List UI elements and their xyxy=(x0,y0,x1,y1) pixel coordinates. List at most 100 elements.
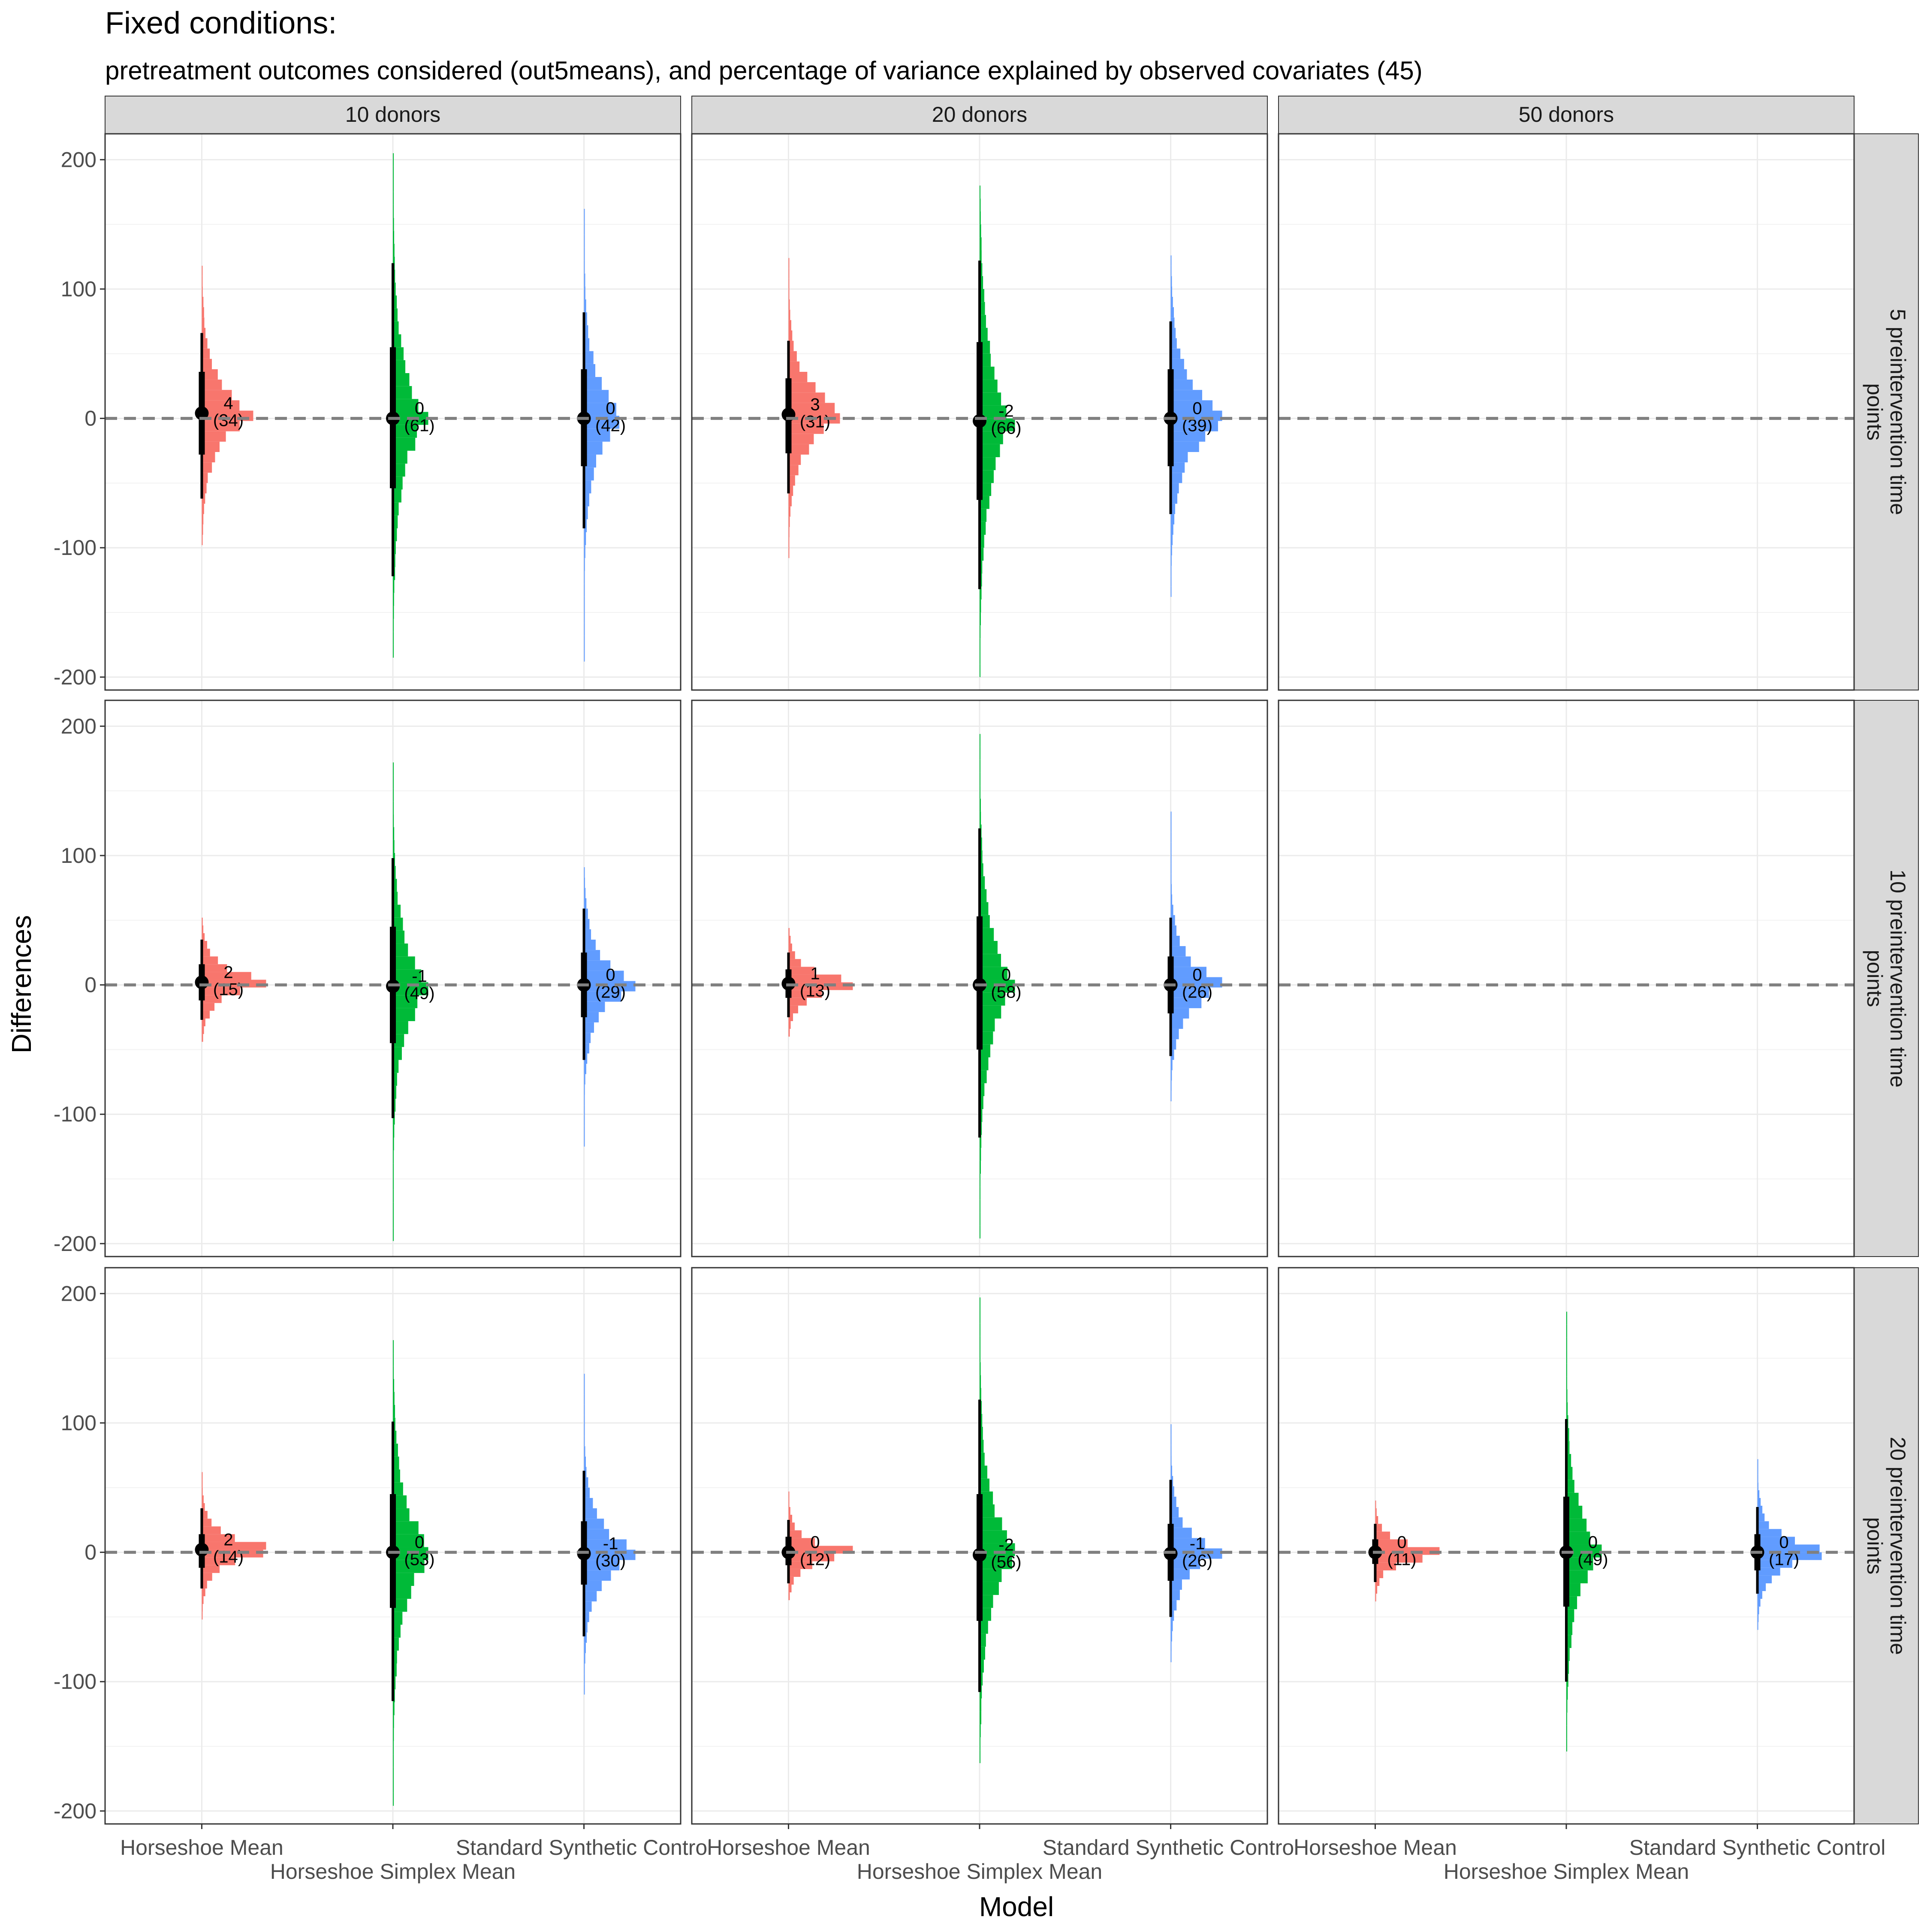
median-point xyxy=(195,406,209,420)
histogram-bin xyxy=(1170,1496,1176,1507)
histogram-bin xyxy=(393,1702,395,1715)
histogram-bin xyxy=(980,211,981,225)
histogram-bin xyxy=(1170,473,1182,483)
histogram-bin xyxy=(1170,1538,1205,1549)
histogram-bin xyxy=(1375,1508,1377,1516)
histogram-bin xyxy=(202,348,210,359)
x-tick-label: Horseshoe Simplex Mean xyxy=(857,1860,1103,1884)
histogram-bin xyxy=(980,1109,983,1122)
histogram-bin xyxy=(980,1634,986,1647)
row-strip xyxy=(1854,133,1919,690)
histogram-bin xyxy=(1566,1428,1569,1441)
histogram-bin xyxy=(980,1057,989,1070)
histogram-bin xyxy=(1170,1435,1172,1445)
histogram-bin xyxy=(788,982,853,990)
x-tick-label: Horseshoe Mean xyxy=(707,1836,870,1860)
histogram-bin xyxy=(584,260,585,274)
histogram-bin xyxy=(1375,1586,1378,1594)
histogram-bin xyxy=(584,898,587,909)
x-tick-label: Standard Synthetic Control xyxy=(456,1836,712,1860)
histogram-bin xyxy=(788,1584,792,1593)
histogram-bin xyxy=(980,1453,985,1466)
histogram-bin xyxy=(584,222,585,235)
histogram-bin xyxy=(584,1539,627,1550)
histogram-bin xyxy=(980,889,987,902)
y-tick-label: 100 xyxy=(61,844,96,868)
histogram-bin xyxy=(1566,1389,1568,1402)
row-strip-label: points xyxy=(1863,383,1887,440)
histogram-bin xyxy=(393,295,397,309)
histogram-bin xyxy=(788,475,795,486)
x-tick-label: Standard Synthetic Control xyxy=(1043,1836,1299,1860)
histogram-bin xyxy=(1375,1570,1384,1578)
histogram-bin xyxy=(202,1573,212,1581)
histogram-bin xyxy=(584,1549,636,1560)
histogram-bin xyxy=(788,998,807,1006)
histogram-bin xyxy=(980,237,982,250)
histogram-bin xyxy=(1170,894,1173,905)
median-label: 2 xyxy=(223,963,233,982)
median-label: 1 xyxy=(810,964,820,983)
histogram-bin xyxy=(1170,1070,1172,1081)
histogram-bin xyxy=(584,940,596,950)
histogram-bin xyxy=(393,386,412,399)
histogram-bin xyxy=(1170,987,1209,998)
histogram-bin xyxy=(1170,863,1172,874)
histogram-bin xyxy=(1566,1557,1593,1570)
histogram-bin xyxy=(1170,925,1176,936)
histogram-bin xyxy=(584,1487,590,1498)
histogram-bin xyxy=(1375,1547,1440,1555)
histogram-bin xyxy=(202,421,240,431)
x-tick-label: Horseshoe Mean xyxy=(120,1836,283,1860)
histogram-bin xyxy=(584,1663,585,1674)
histogram-bin xyxy=(393,1163,394,1176)
histogram-bin xyxy=(584,1508,597,1519)
histogram-bin xyxy=(202,1557,235,1565)
histogram-bin xyxy=(980,1673,983,1686)
histogram-bin xyxy=(1170,338,1177,349)
y-tick-label: 200 xyxy=(61,1281,96,1305)
histogram-bin xyxy=(1170,874,1172,884)
histogram-bin xyxy=(393,1176,394,1190)
histogram-bin xyxy=(393,606,394,619)
histogram-bin xyxy=(202,390,232,401)
histogram-bin xyxy=(202,1519,212,1527)
histogram-bin xyxy=(788,434,814,444)
histogram-bin xyxy=(202,462,212,473)
histogram-bin xyxy=(1170,286,1172,297)
facet-panel: 0(12)-2(56)-1(26) xyxy=(691,1267,1268,1825)
histogram-bin xyxy=(980,1621,988,1634)
histogram-bin xyxy=(980,509,987,522)
median-point xyxy=(973,1548,986,1562)
facet-panel: 1(13)0(58)0(26) xyxy=(691,699,1268,1257)
histogram-bin xyxy=(1170,1049,1174,1060)
histogram-bin xyxy=(1566,1725,1567,1739)
histogram-bin xyxy=(1375,1524,1382,1532)
histogram-bin xyxy=(393,866,396,879)
histogram-bin xyxy=(788,527,790,538)
row-strip-label: 20 preintervention time xyxy=(1886,1437,1910,1655)
spread-label: (14) xyxy=(213,1548,244,1567)
y-tick-label: 0 xyxy=(84,973,96,997)
histogram-bin xyxy=(393,1060,399,1073)
histogram-bin xyxy=(1375,1578,1380,1586)
histogram-bin xyxy=(393,1112,395,1125)
histogram-bin xyxy=(788,496,792,506)
histogram-bin xyxy=(788,351,797,362)
histogram-bin xyxy=(202,1503,205,1511)
histogram-bin xyxy=(393,399,419,412)
histogram-bin xyxy=(393,1456,399,1470)
histogram-bin xyxy=(393,1637,399,1651)
histogram-bin xyxy=(202,949,210,957)
histogram-bin xyxy=(584,636,585,649)
histogram-bin xyxy=(202,1565,220,1573)
histogram-bin xyxy=(584,1394,585,1405)
histogram-bin xyxy=(980,850,983,864)
histogram-bin xyxy=(788,943,792,952)
histogram-bin xyxy=(1566,1337,1567,1351)
y-tick-label: -100 xyxy=(54,1102,96,1126)
spread-label: (15) xyxy=(213,980,244,999)
histogram-bin xyxy=(202,925,204,933)
histogram-bin xyxy=(584,1519,604,1529)
